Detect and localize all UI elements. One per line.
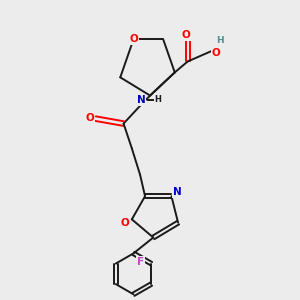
Text: H: H xyxy=(154,95,161,104)
Text: O: O xyxy=(85,113,94,123)
Text: N: N xyxy=(137,95,146,106)
Text: F: F xyxy=(137,257,144,267)
Text: O: O xyxy=(121,218,130,228)
Text: O: O xyxy=(211,48,220,58)
Text: O: O xyxy=(129,34,138,44)
Text: N: N xyxy=(173,187,182,197)
Text: H: H xyxy=(216,36,224,45)
Text: O: O xyxy=(182,30,190,40)
